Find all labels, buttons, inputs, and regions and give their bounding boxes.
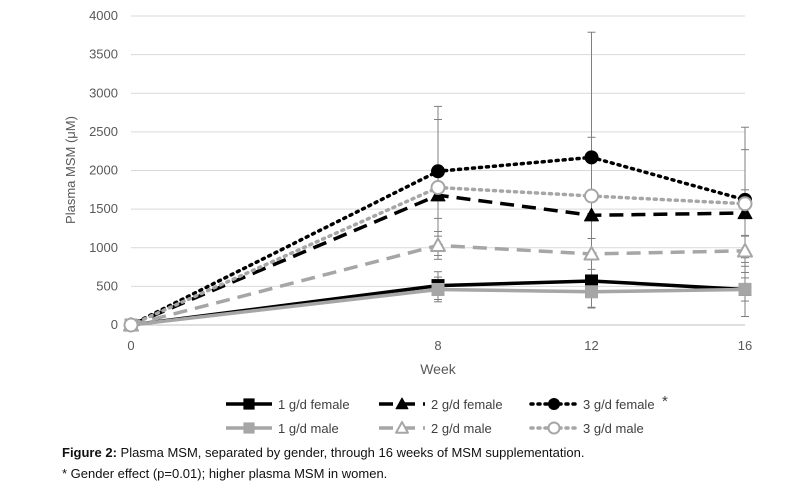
legend-label: 2 g/d male <box>431 421 492 436</box>
y-tick-label: 1000 <box>89 240 118 255</box>
data-point <box>123 317 139 333</box>
series-line <box>130 279 746 327</box>
legend-label: 3 g/d male <box>583 421 644 436</box>
data-point <box>737 205 753 220</box>
data-point <box>585 274 598 288</box>
series-line <box>129 155 747 327</box>
x-tick-label: 8 <box>434 338 441 353</box>
caption-footnote: * Gender effect (p=0.01); higher plasma … <box>62 466 388 481</box>
data-point <box>430 179 446 195</box>
legend-asterisk: * <box>662 393 668 410</box>
x-tick-label: 16 <box>738 338 752 353</box>
series-line <box>130 193 746 327</box>
y-tick-label: 3500 <box>89 47 118 62</box>
data-point <box>583 245 600 261</box>
y-tick-label: 0 <box>111 317 118 332</box>
caption-text: Plasma MSM, separated by gender, through… <box>116 445 585 460</box>
y-tick-label: 1500 <box>89 201 118 216</box>
legend-marker <box>243 398 255 410</box>
series-line <box>129 185 747 327</box>
data-point <box>584 150 599 165</box>
data-point <box>431 164 445 179</box>
data-point <box>430 237 446 253</box>
y-tick-label: 2500 <box>89 124 118 139</box>
legend-label: 3 g/d female <box>583 397 655 412</box>
data-point <box>431 282 445 296</box>
series-line <box>130 243 746 327</box>
y-axis-ticks: 0 500 1000 1500 2000 2500 3000 3500 4000 <box>89 8 118 332</box>
data-point <box>737 196 753 212</box>
data-point <box>584 207 599 222</box>
legend-marker <box>243 422 255 434</box>
series-markers <box>123 150 753 333</box>
y-tick-label: 3000 <box>89 85 118 100</box>
x-axis-label: Week <box>420 361 457 377</box>
caption-label: Figure 2: <box>62 445 117 460</box>
legend-marker <box>547 397 561 411</box>
data-point <box>737 242 753 258</box>
y-tick-label: 2000 <box>89 163 118 178</box>
x-tick-label: 0 <box>127 338 134 353</box>
error-bars <box>434 31 749 318</box>
legend-label: 1 g/d female <box>278 397 350 412</box>
y-axis-label: Plasma MSM (μM) <box>63 116 78 224</box>
data-point <box>584 188 599 204</box>
series-lines <box>129 155 747 327</box>
legend-marker <box>395 421 409 434</box>
data-point <box>738 282 752 296</box>
series-line <box>130 287 746 327</box>
data-point <box>585 285 598 299</box>
legend-label: 1 g/d male <box>278 421 339 436</box>
figure-caption: Figure 2: Plasma MSM, separated by gende… <box>62 445 584 460</box>
x-axis-ticks: 0 8 12 16 <box>127 338 752 353</box>
legend-label: 2 g/d female <box>431 397 503 412</box>
legend: 1 g/d female 2 g/d female 3 g/d female 1 g/… <box>226 393 668 436</box>
x-tick-label: 12 <box>584 338 598 353</box>
y-tick-label: 500 <box>96 278 118 293</box>
y-tick-label: 4000 <box>89 8 118 23</box>
legend-marker <box>547 421 561 435</box>
legend-marker <box>395 397 409 410</box>
